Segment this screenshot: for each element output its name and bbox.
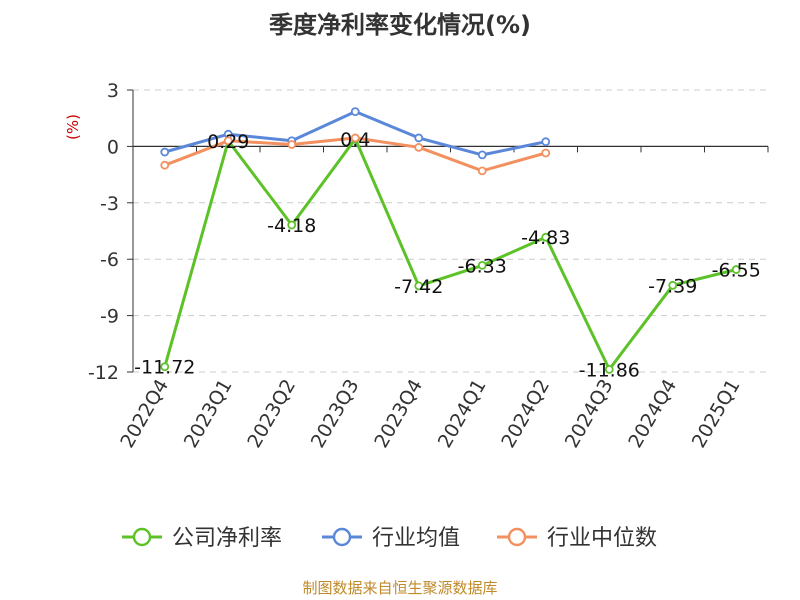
data-source-note: 制图数据来自恒生聚源数据库 [302, 579, 497, 597]
data-point [731, 265, 741, 274]
data-label: -4.83 [521, 227, 570, 249]
y-tick-label: 3 [107, 80, 119, 102]
legend-label: 公司净利率 [172, 526, 282, 551]
legend-marker [507, 527, 527, 547]
legend-label: 行业均值 [372, 526, 460, 551]
legend-item: 行业中位数 [497, 526, 657, 551]
data-label: 0.29 [207, 131, 249, 153]
y-tick-labels: 3 0 -3 -6 -9 -12 [88, 80, 119, 384]
data-point [477, 261, 487, 270]
legend-label: 行业中位数 [547, 526, 657, 551]
series-line [163, 137, 737, 371]
legend: 公司净利率 行业均值 行业中位数 [122, 526, 657, 551]
data-point [541, 137, 551, 147]
y-tick-label: -9 [100, 306, 119, 328]
x-tick-label: 2022Q4 [116, 376, 173, 452]
legend-marker [332, 527, 352, 547]
data-point [160, 147, 170, 157]
data-label: -7.39 [648, 275, 697, 297]
y-tick-label: -12 [88, 362, 119, 384]
data-point [477, 166, 487, 176]
data-point [350, 133, 360, 143]
data-label: 0.4 [340, 129, 370, 151]
data-point [604, 364, 614, 374]
data-point [287, 220, 297, 230]
x-tick-label: 2024Q2 [497, 376, 554, 452]
data-point [350, 107, 360, 117]
data-point [668, 280, 678, 290]
data-labels: -11.72 0.29 -4.18 0.4 -7.42 -6.33 -4.83 -11.86 -… [134, 129, 761, 381]
x-tick-label: 2024Q4 [624, 376, 681, 452]
data-label: -11.86 [579, 359, 640, 381]
data-point [541, 232, 551, 242]
legend-marker [132, 527, 152, 547]
data-point [223, 136, 233, 146]
chart-title: 季度净利率变化情况(%) [269, 11, 531, 39]
data-label: -6.33 [458, 255, 507, 277]
legend-item: 行业均值 [322, 526, 460, 551]
y-tick-label: -6 [100, 249, 119, 271]
x-tick-label: 2024Q1 [434, 376, 491, 452]
x-tick-label: 2025Q1 [688, 376, 745, 452]
data-point [477, 150, 487, 160]
data-point [414, 133, 424, 143]
x-tick-label: 2024Q3 [561, 376, 618, 452]
data-point [541, 148, 551, 158]
y-tick-label: 0 [107, 136, 119, 158]
data-label: -4.18 [267, 215, 316, 237]
data-point [414, 142, 424, 152]
x-tick-labels: 2022Q4 2023Q1 2023Q2 2023Q3 2023Q4 2024Q1 2024… [116, 376, 744, 452]
x-tick-label: 2023Q1 [180, 376, 237, 452]
data-label: -7.42 [394, 276, 443, 298]
legend-item: 公司净利率 [122, 526, 282, 551]
x-tick-label: 2023Q3 [307, 376, 364, 452]
data-label: -6.55 [712, 260, 761, 282]
data-point [160, 160, 170, 170]
data-label: -11.72 [134, 357, 195, 379]
x-tick-label: 2023Q4 [370, 376, 427, 452]
y-axis-label: (%) [64, 114, 82, 140]
x-tick-label: 2023Q2 [243, 376, 300, 452]
gridlines [133, 89, 768, 373]
data-point [160, 362, 170, 372]
data-point [287, 140, 297, 149]
data-point [414, 281, 424, 291]
series-lines [160, 107, 741, 374]
y-tick-label: -3 [100, 193, 119, 215]
